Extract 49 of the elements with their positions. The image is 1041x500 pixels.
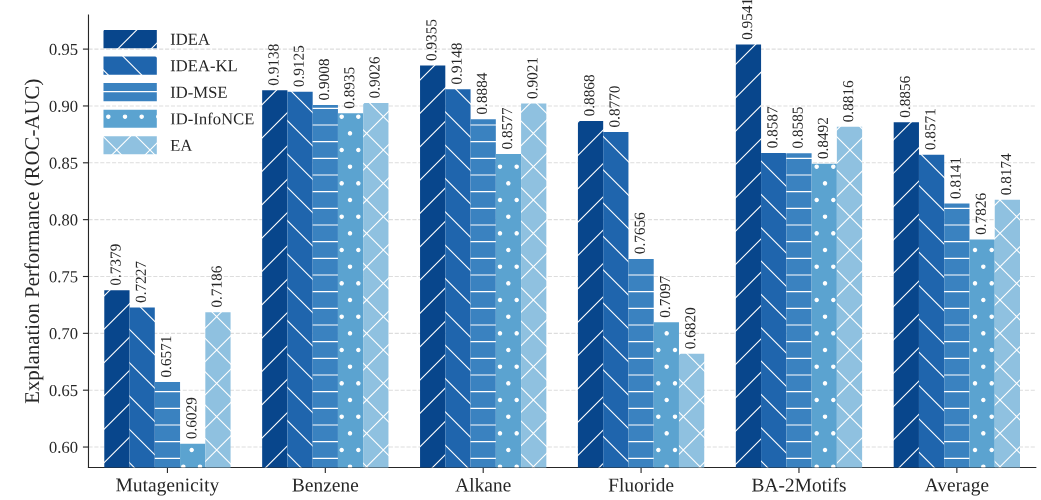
data-label: 0.7379	[110, 244, 121, 286]
data-label: 0.9138	[268, 44, 279, 86]
data-label: 0.8868	[584, 74, 595, 116]
text: 0.65	[49, 384, 78, 397]
text: 0.80	[49, 214, 78, 226]
data-label: 0.9355	[426, 19, 437, 61]
legend-label: IDEA	[170, 33, 210, 45]
data-label: 0.8571	[925, 109, 936, 150]
legend-label: IDEA-KL	[170, 60, 237, 72]
x-tick-label: Mutagenicity	[116, 478, 220, 496]
text: 0.90	[49, 100, 78, 112]
data-label: 0.8174	[1000, 153, 1012, 195]
text: 0.60	[49, 441, 78, 454]
x-tick-label: Benzene	[292, 478, 359, 492]
data-label: 0.8770	[609, 86, 620, 127]
data-label: 0.8492	[817, 117, 829, 159]
data-label: 0.7656	[634, 212, 645, 254]
data-label: 0.9026	[369, 56, 380, 98]
data-label: 0.8141	[950, 157, 961, 199]
data-label: 0.9008	[318, 59, 330, 100]
data-label: 0.8856	[899, 76, 911, 118]
data-label: 0.8585	[792, 107, 803, 149]
data-label: 0.6029	[186, 397, 197, 439]
data-label: 0.7097	[659, 276, 671, 318]
data-label: 0.8816	[843, 80, 854, 122]
x-tick-label: Average	[924, 478, 989, 496]
legend-label: EA	[170, 139, 193, 151]
data-label: 0.6571	[160, 336, 172, 377]
text: 0.75	[49, 271, 78, 283]
data-label: 0.8884	[476, 72, 488, 115]
x-tick-label: Fluoride	[608, 477, 674, 492]
data-label: 0.7186	[211, 266, 222, 308]
data-label: 0.8935	[344, 67, 355, 109]
x-tick-label: Alkane	[455, 477, 511, 492]
y-axis-title: Explanation Performance (ROC-AUC)	[24, 79, 44, 404]
text: 0.70	[49, 328, 78, 340]
x-tick-label: BA-2Motifs	[751, 477, 846, 492]
legend-label: ID-InfoNCE	[170, 112, 254, 125]
data-label: 0.7826	[975, 193, 987, 235]
text: 0.85	[49, 157, 78, 169]
legend-label: ID-MSE	[170, 86, 227, 98]
text: 0.95	[49, 43, 78, 56]
data-label: 0.9148	[451, 43, 462, 84]
data-label: 0.7227	[135, 261, 147, 303]
data-label: 0.6820	[685, 307, 696, 349]
data-label: 0.8587	[767, 106, 778, 148]
data-label: 0.8577	[501, 107, 513, 149]
data-label: 0.9125	[293, 45, 304, 87]
data-label: 0.9021	[527, 57, 538, 99]
